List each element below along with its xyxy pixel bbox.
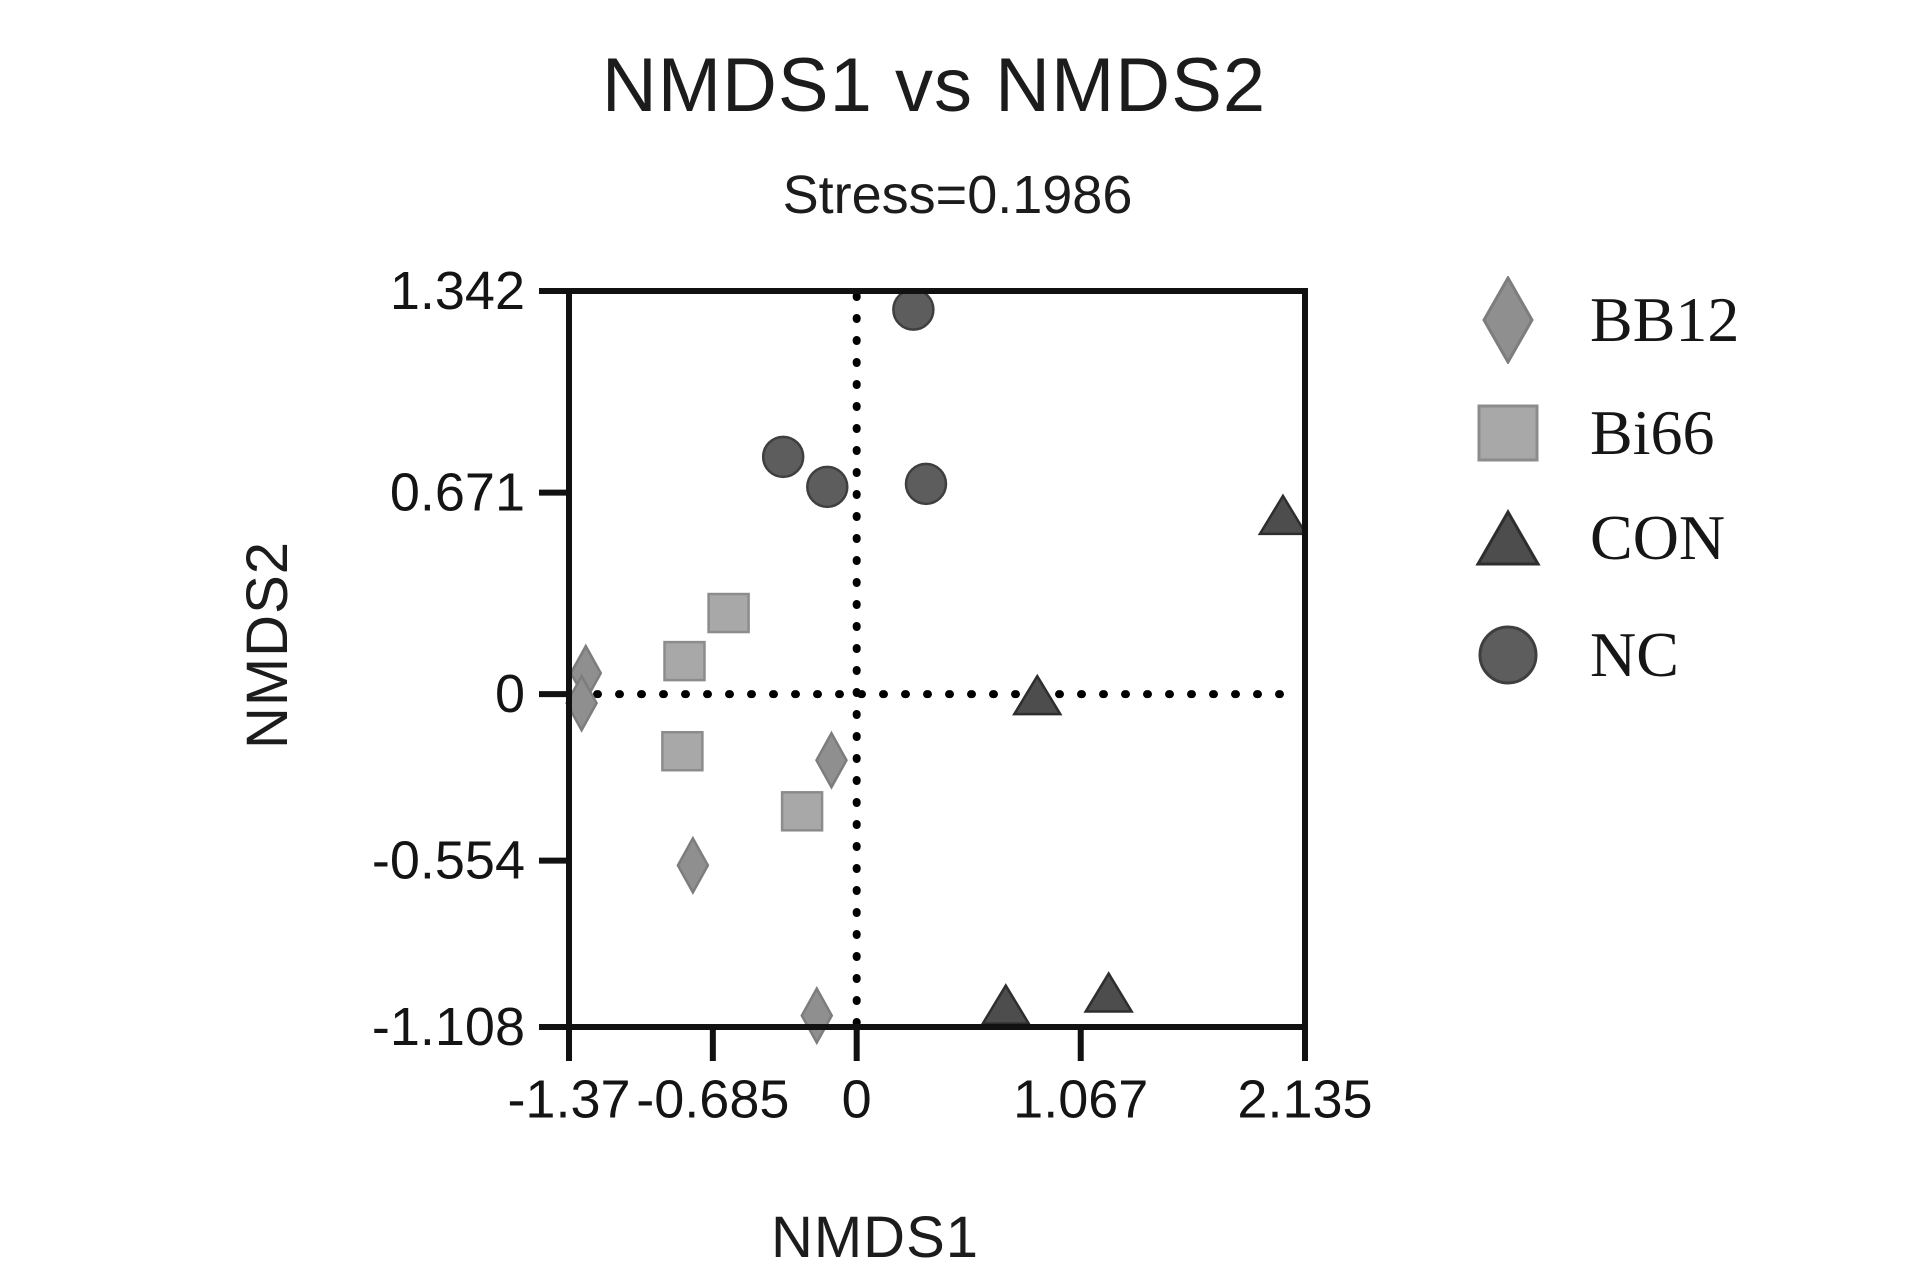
marker-nc-circle (904, 462, 948, 506)
y-tick-label: 1.342 (390, 261, 525, 321)
marker-nc-circle (806, 465, 849, 509)
legend-label: CON (1590, 502, 1726, 573)
marker-cell (1470, 404, 1546, 462)
y-tick-label: 0.671 (390, 463, 525, 523)
x-tick-label: 1.067 (1013, 1069, 1148, 1129)
x-tick-label: 2.135 (1237, 1069, 1372, 1129)
marker-bi66-square (661, 730, 704, 772)
y-tick-label: -0.554 (372, 831, 525, 891)
axis-box (566, 288, 1308, 1030)
legend-label: NC (1590, 619, 1679, 690)
marker-bi66-square (780, 791, 824, 832)
legend-label: Bi66 (1590, 397, 1715, 468)
circle-icon (1478, 625, 1538, 685)
x-tick-label: -1.37 (507, 1069, 630, 1129)
marker-bi66-square (707, 592, 750, 634)
marker-con-triangle (1257, 493, 1309, 536)
y-tick-label: 0 (495, 664, 525, 724)
chart-subtitle: Stress=0.1986 (782, 165, 1133, 225)
marker-con-triangle (980, 983, 1031, 1025)
legend-item-bi66: Bi66 (1470, 387, 1714, 479)
marker-bb12-diamond (800, 986, 834, 1046)
legend-item-con: CON (1470, 492, 1725, 584)
square-icon (1477, 404, 1539, 462)
x-axis-title: NMDS1 (770, 1205, 980, 1270)
triangle-icon (1475, 509, 1541, 566)
marker-bb12-diamond (676, 835, 710, 895)
marker-con-triangle (1083, 971, 1134, 1013)
x-tick-label: -0.685 (636, 1069, 789, 1129)
marker-bi66-square (663, 640, 706, 682)
legend-item-bb12: BB12 (1470, 274, 1739, 366)
marker-cell (1470, 509, 1546, 567)
marker-cell (1470, 624, 1546, 686)
marker-cell (1470, 276, 1546, 364)
legend-label: BB12 (1590, 284, 1740, 355)
marker-nc-circle (761, 435, 805, 479)
y-axis-title: NMDS2 (235, 540, 300, 750)
x-tick-label: 0 (842, 1069, 872, 1129)
legend-item-nc: NC (1470, 609, 1679, 701)
marker-nc-circle (892, 288, 935, 331)
chart-title: NMDS1 vs NMDS2 (601, 43, 1267, 128)
marker-bb12-diamond (815, 730, 848, 790)
marker-con-triangle (1012, 673, 1063, 716)
y-tick-label: -1.108 (372, 997, 525, 1057)
diamond-icon (1482, 276, 1534, 364)
